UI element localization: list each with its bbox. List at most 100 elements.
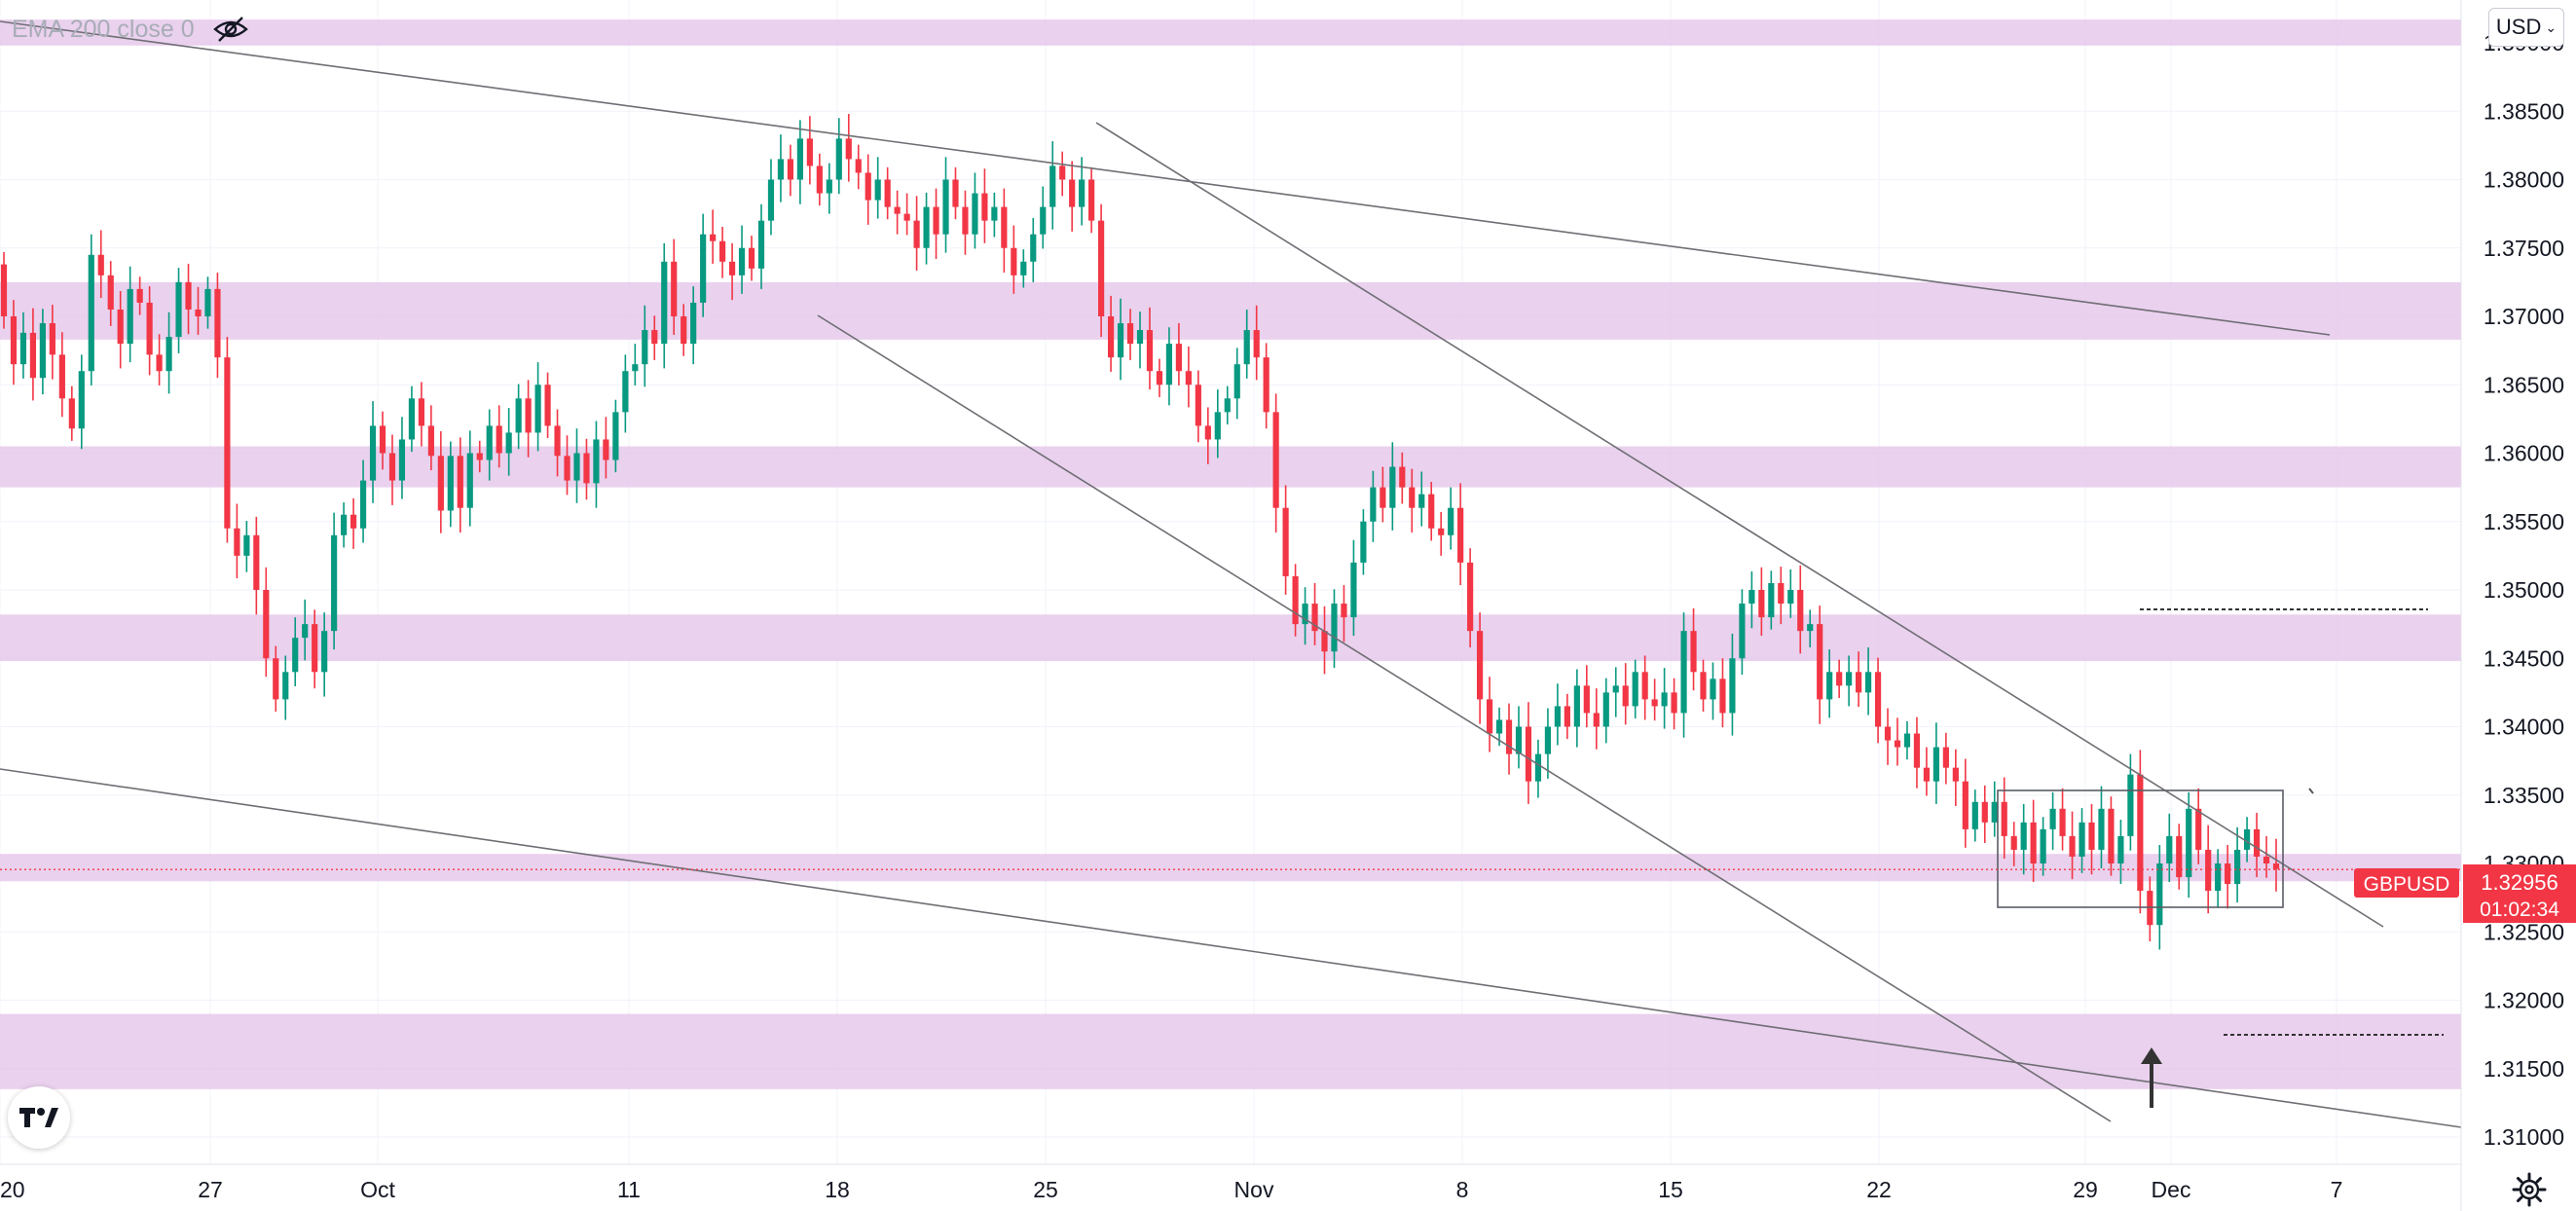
candle[interactable]	[273, 645, 279, 713]
candle[interactable]	[185, 263, 192, 335]
candle[interactable]	[2079, 808, 2085, 873]
candle[interactable]	[1729, 633, 1736, 736]
y-tick-label[interactable]: 1.36500	[2484, 372, 2564, 397]
candle[interactable]	[534, 362, 541, 452]
candle[interactable]	[1467, 548, 1474, 648]
candle[interactable]	[593, 421, 600, 508]
candle[interactable]	[2020, 803, 2027, 875]
candle[interactable]	[1302, 587, 1308, 645]
candle[interactable]	[117, 291, 124, 369]
candle[interactable]	[2272, 838, 2280, 892]
candle[interactable]	[175, 268, 182, 353]
candle[interactable]	[554, 409, 561, 477]
candle[interactable]	[1389, 442, 1396, 531]
candle[interactable]	[1602, 678, 1609, 744]
candle[interactable]	[88, 234, 94, 385]
candle[interactable]	[1505, 703, 1513, 775]
y-tick-label[interactable]: 1.33500	[2484, 783, 2564, 808]
price-zone[interactable]	[0, 614, 2461, 662]
candle[interactable]	[1282, 485, 1289, 595]
candle[interactable]	[1049, 141, 1056, 230]
candle[interactable]	[1817, 606, 1823, 724]
candle[interactable]	[447, 441, 454, 528]
x-tick-label[interactable]: 18	[825, 1177, 850, 1202]
candle[interactable]	[2049, 791, 2056, 850]
candle[interactable]	[437, 431, 444, 533]
candle[interactable]	[1884, 708, 1892, 765]
candle[interactable]	[321, 612, 328, 697]
candle[interactable]	[826, 163, 832, 214]
candle[interactable]	[816, 153, 823, 206]
candle[interactable]	[1418, 471, 1425, 527]
candle[interactable]	[2059, 788, 2066, 851]
y-tick-label[interactable]: 1.31500	[2484, 1056, 2564, 1082]
candle[interactable]	[748, 236, 755, 281]
candle[interactable]	[2215, 849, 2222, 907]
consolidation-rectangle[interactable]	[1997, 789, 2284, 908]
candle[interactable]	[1544, 708, 1552, 779]
candle[interactable]	[2098, 786, 2105, 868]
candle[interactable]	[1457, 483, 1464, 586]
candle[interactable]	[302, 599, 309, 661]
candle[interactable]	[369, 401, 377, 503]
candle[interactable]	[894, 190, 901, 235]
candle[interactable]	[1856, 651, 1862, 708]
candle[interactable]	[1059, 151, 1066, 197]
candle[interactable]	[2030, 799, 2037, 882]
candle[interactable]	[1428, 482, 1435, 541]
x-tick-label[interactable]: 25	[1033, 1177, 1058, 1202]
x-tick-label[interactable]: 29	[2073, 1177, 2098, 1202]
candle[interactable]	[19, 312, 27, 379]
x-tick-label[interactable]: Dec	[2152, 1177, 2191, 1202]
candle[interactable]	[757, 203, 765, 289]
candle[interactable]	[476, 440, 483, 473]
y-tick-label[interactable]: 1.34000	[2484, 715, 2564, 740]
y-tick-label[interactable]: 1.38000	[2484, 167, 2564, 193]
candle[interactable]	[1534, 739, 1542, 798]
candle[interactable]	[515, 384, 522, 450]
candle[interactable]	[573, 428, 580, 503]
candle[interactable]	[865, 154, 871, 225]
x-tick-label[interactable]: 15	[1658, 1177, 1683, 1202]
candle[interactable]	[253, 516, 260, 615]
candle[interactable]	[2234, 826, 2241, 903]
candle[interactable]	[195, 286, 202, 335]
candle[interactable]	[1525, 702, 1532, 804]
y-tick-label[interactable]: 1.34500	[2484, 645, 2564, 671]
candle[interactable]	[1030, 217, 1037, 282]
candle[interactable]	[29, 308, 37, 401]
candle[interactable]	[1641, 655, 1648, 720]
candle[interactable]	[1680, 612, 1687, 738]
candle[interactable]	[1836, 659, 1843, 698]
candle[interactable]	[486, 409, 493, 481]
x-tick-label[interactable]: 7	[2331, 1177, 2343, 1202]
candle[interactable]	[1622, 663, 1629, 725]
candle[interactable]	[1991, 781, 1998, 837]
candle[interactable]	[107, 261, 114, 326]
candle[interactable]	[981, 168, 988, 243]
y-tick-label[interactable]: 1.35500	[2484, 509, 2564, 534]
candle[interactable]	[942, 157, 949, 253]
candlestick-series[interactable]	[0, 114, 2280, 950]
candle[interactable]	[1981, 785, 1988, 843]
candle[interactable]	[1146, 307, 1154, 390]
candle[interactable]	[1331, 589, 1338, 669]
candle[interactable]	[331, 512, 338, 650]
candle[interactable]	[10, 300, 18, 385]
candle[interactable]	[1477, 612, 1484, 724]
candle[interactable]	[1932, 722, 1939, 804]
arrow-up-icon[interactable]	[2141, 1047, 2162, 1108]
drawing-tools[interactable]	[0, 20, 2462, 1128]
tradingview-logo-icon[interactable]	[8, 1086, 70, 1149]
candle[interactable]	[1214, 389, 1221, 459]
candle[interactable]	[1126, 309, 1134, 360]
candle[interactable]	[767, 159, 775, 236]
candle[interactable]	[2186, 791, 2192, 899]
candle[interactable]	[418, 382, 424, 447]
candle[interactable]	[1894, 717, 1901, 766]
candle[interactable]	[1903, 720, 1911, 760]
candle[interactable]	[903, 193, 910, 236]
candle[interactable]	[2195, 788, 2202, 864]
candle[interactable]	[1739, 589, 1746, 676]
trendline-lower-long[interactable]	[0, 768, 2462, 1128]
